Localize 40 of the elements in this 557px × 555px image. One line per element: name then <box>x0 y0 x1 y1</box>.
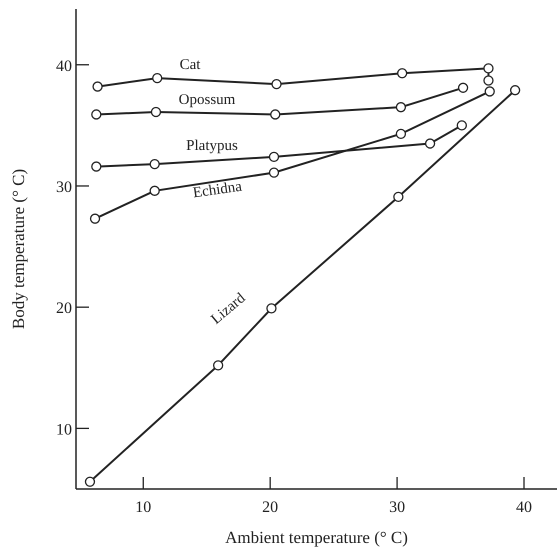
point <box>150 159 160 170</box>
point <box>393 192 404 202</box>
point <box>150 106 162 118</box>
x-tick-label: 40 <box>516 499 532 516</box>
x-tick-label: 20 <box>262 499 278 516</box>
point <box>397 68 408 78</box>
point <box>91 161 102 172</box>
point <box>271 79 282 90</box>
point <box>266 303 277 314</box>
point <box>152 72 162 84</box>
point <box>456 120 467 131</box>
point <box>91 109 102 120</box>
y-tick-label: 40 <box>56 58 72 75</box>
x-axis-title: Ambient temperature (° C) <box>225 528 408 547</box>
point <box>270 109 280 120</box>
point <box>483 75 494 86</box>
point <box>396 102 406 112</box>
point <box>458 82 468 93</box>
text: Echidna <box>192 178 244 202</box>
y-tick-label: 10 <box>56 421 72 438</box>
series-label: Opossum <box>178 92 236 108</box>
point <box>483 63 494 74</box>
x-tick-label: 10 <box>135 499 152 516</box>
x-tick-label: 30 <box>389 499 406 516</box>
point <box>268 152 280 162</box>
point <box>268 167 280 178</box>
point <box>212 360 224 371</box>
point <box>150 186 160 196</box>
point <box>84 476 96 487</box>
series-label: Platypus <box>186 138 238 154</box>
point <box>396 128 406 139</box>
point <box>510 85 520 96</box>
series-label: Cat <box>180 57 202 73</box>
point <box>484 86 495 97</box>
y-axis-title: Body temperature (° C) <box>9 168 28 330</box>
y-tick-label: 30 <box>56 178 72 196</box>
y-tick-label: 20 <box>56 300 72 318</box>
point <box>424 138 436 149</box>
point <box>92 81 103 92</box>
point <box>90 214 100 224</box>
